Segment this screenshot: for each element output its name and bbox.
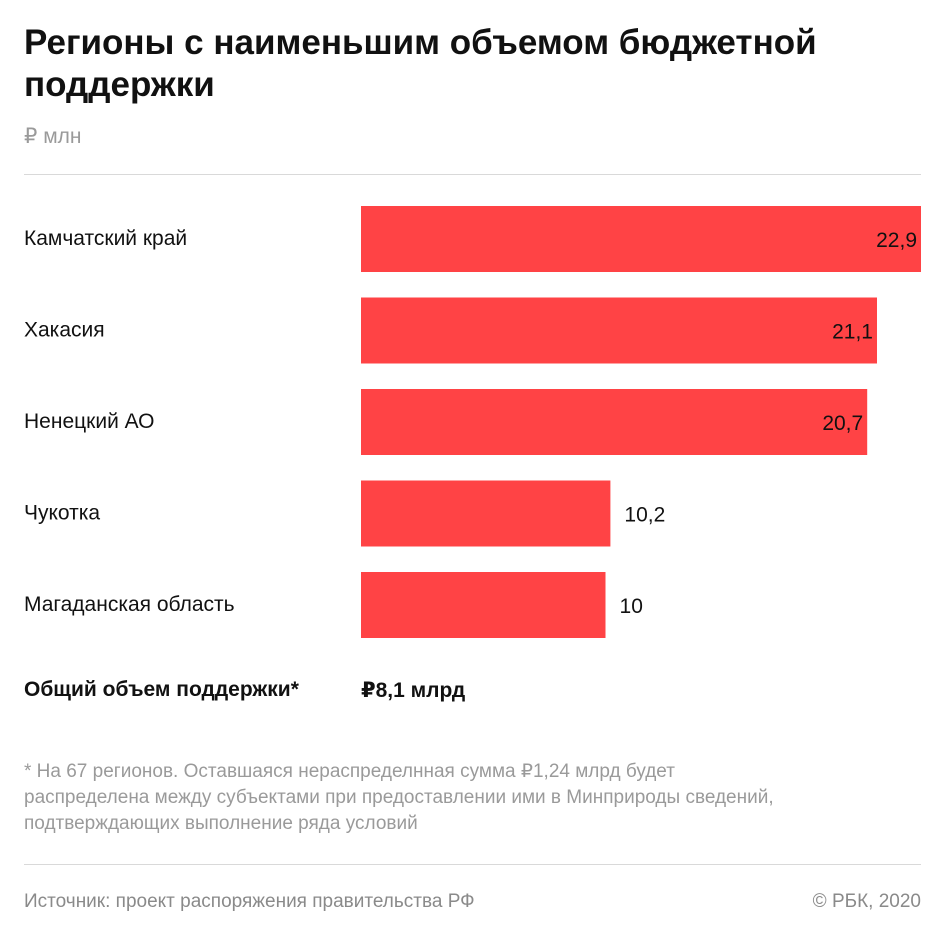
category-label: Чукотка [24,502,100,525]
bar-chart: Камчатский край 22,9 Хакасия 21,1 Ненецкий А… [24,206,921,638]
footnote-line: * На 67 регионов. Оставшаяся нераспредел… [24,761,675,782]
chart-title: Регионы с наименьшим объемом бюджетной п… [24,23,817,104]
value-label: 20,7 [822,412,863,435]
source-note: Источник: проект распоряжения правительс… [24,891,475,912]
bar [361,572,606,638]
bottom-divider [24,864,921,865]
value-label: 21,1 [832,321,873,344]
category-label: Ненецкий АО [24,410,155,433]
bar [361,480,611,547]
category-label: Камчатский край [24,227,187,250]
value-label: 22,9 [876,229,917,252]
unit-label: ₽ млн [24,125,82,148]
bar [361,206,921,272]
bar [361,389,868,455]
value-label: 10,2 [624,504,665,527]
category-label: Хакасия [24,319,105,342]
category-label: Магаданская область [24,593,235,616]
footnote: * На 67 регионов. Оставшаяся нераспредел… [24,759,924,837]
copyright: © РБК, 2020 [812,891,921,912]
total-label: Общий объем поддержки* [24,678,299,701]
bar [361,297,877,364]
footnote-line: подтверждающих выполнение ряда условий [24,813,418,834]
footnote-line: распределена между субъектами при предос… [24,787,774,808]
top-divider [24,174,921,175]
value-label: 10 [620,595,643,618]
total-value: ₽8,1 млрд [361,679,466,702]
